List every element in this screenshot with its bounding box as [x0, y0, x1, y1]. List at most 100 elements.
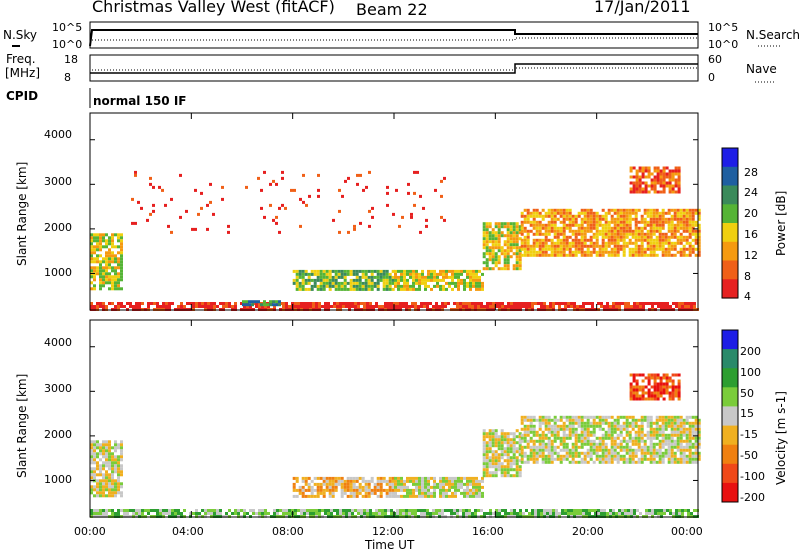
heatmap-cell [352, 485, 356, 489]
heatmap-cell [260, 206, 263, 210]
heatmap-cell [397, 287, 400, 291]
heatmap-cell [391, 491, 395, 495]
heatmap-cell [105, 239, 108, 243]
heatmap-cell [441, 302, 444, 305]
heatmap-cell [682, 244, 686, 248]
heatmap-cell [415, 275, 418, 279]
heatmap-cell [553, 217, 557, 221]
heatmap-cell [630, 305, 633, 308]
heatmap-cell [495, 302, 498, 305]
heatmap-cell [556, 433, 560, 437]
heatmap-cell [661, 430, 665, 434]
heatmap-cell [403, 275, 406, 279]
heatmap-cell [147, 302, 150, 305]
heatmap-cell [676, 415, 680, 419]
heatmap-cell [526, 250, 530, 254]
heatmap-cell [298, 488, 302, 492]
heatmap-cell [657, 305, 660, 308]
heatmap-cell [631, 229, 635, 233]
heatmap-cell [448, 269, 451, 273]
heatmap-cell [102, 269, 105, 273]
heatmap-cell [565, 238, 569, 242]
heatmap-cell [637, 226, 641, 230]
heatmap-cell [424, 488, 427, 492]
heatmap-cell [671, 187, 675, 191]
heatmap-cell [418, 275, 421, 279]
heatmap-cell [652, 226, 656, 230]
heatmap-cell [607, 253, 611, 257]
heatmap-cell [438, 512, 441, 515]
heatmap-cell [201, 305, 204, 308]
heatmap-cell [485, 240, 489, 244]
heatmap-cell [515, 471, 519, 475]
heatmap-cell [518, 261, 522, 265]
heatmap-cell [613, 232, 617, 236]
heatmap-cell [671, 394, 675, 398]
heatmap-cell [528, 302, 531, 305]
heatmap-cell [93, 287, 96, 291]
heatmap-cell [117, 305, 120, 308]
heatmap-cell [409, 284, 412, 288]
heatmap-cell [625, 229, 629, 233]
heatmap-cell [207, 302, 210, 305]
heatmap-cell [369, 509, 372, 512]
heatmap-cell [640, 241, 644, 245]
heatmap-cell [405, 302, 408, 305]
heatmap-cell [543, 302, 546, 305]
heatmap-cell [694, 223, 698, 227]
heatmap-cell [550, 433, 554, 437]
heatmap-cell [322, 269, 326, 273]
heatmap-cell [613, 226, 617, 230]
heatmap-cell [319, 284, 323, 288]
heatmap-cell [565, 448, 569, 452]
heatmap-cell [526, 217, 530, 221]
heatmap-cell [512, 252, 516, 256]
heatmap-cell [697, 250, 701, 254]
heatmap-cell [671, 385, 675, 389]
heatmap-cell [583, 415, 587, 419]
heatmap-cell [597, 509, 600, 512]
heatmap-cell [472, 479, 475, 483]
heatmap-cell [111, 242, 114, 246]
heatmap-cell [388, 482, 392, 486]
heatmap-cell [342, 302, 345, 305]
heatmap-cell [482, 456, 486, 460]
heatmap-cell [400, 485, 403, 489]
heatmap-cell [571, 253, 575, 257]
heatmap-cell [414, 302, 417, 305]
heatmap-cell [433, 479, 436, 483]
heatmap-cell [105, 446, 108, 450]
heatmap-cell [562, 217, 566, 221]
heatmap-cell [260, 303, 263, 307]
heatmap-cell [565, 454, 569, 458]
heatmap-cell [316, 284, 320, 288]
heatmap-cell [637, 244, 641, 248]
heatmap-cell [583, 433, 587, 437]
heatmap-cell [439, 284, 442, 288]
heatmap-cell [676, 241, 680, 245]
heatmap-cell [433, 476, 436, 480]
heatmap-cell [595, 445, 599, 449]
heatmap-cell [228, 509, 231, 512]
heatmap-cell [96, 248, 99, 252]
heatmap-cell [515, 441, 519, 445]
heatmap-cell [529, 430, 533, 434]
heatmap-cell [373, 482, 377, 486]
heatmap-cell [312, 512, 315, 515]
heatmap-cell [475, 284, 478, 288]
heatmap-cell [568, 421, 572, 425]
heatmap-cell [628, 454, 632, 458]
heatmap-cell [234, 305, 237, 308]
heatmap-cell [433, 278, 436, 282]
heatmap-cell [647, 166, 651, 170]
nave-tick-bottom: 0 [708, 71, 715, 84]
heatmap-cell [607, 208, 611, 212]
heatmap-cell [664, 220, 668, 224]
heatmap-cell [642, 305, 645, 308]
heatmap-cell [532, 445, 536, 449]
heatmap-cell [108, 473, 111, 477]
heatmap-cell [604, 457, 608, 461]
heatmap-cell [266, 303, 269, 307]
heatmap-cell [304, 269, 308, 273]
heatmap-cell [488, 234, 492, 238]
